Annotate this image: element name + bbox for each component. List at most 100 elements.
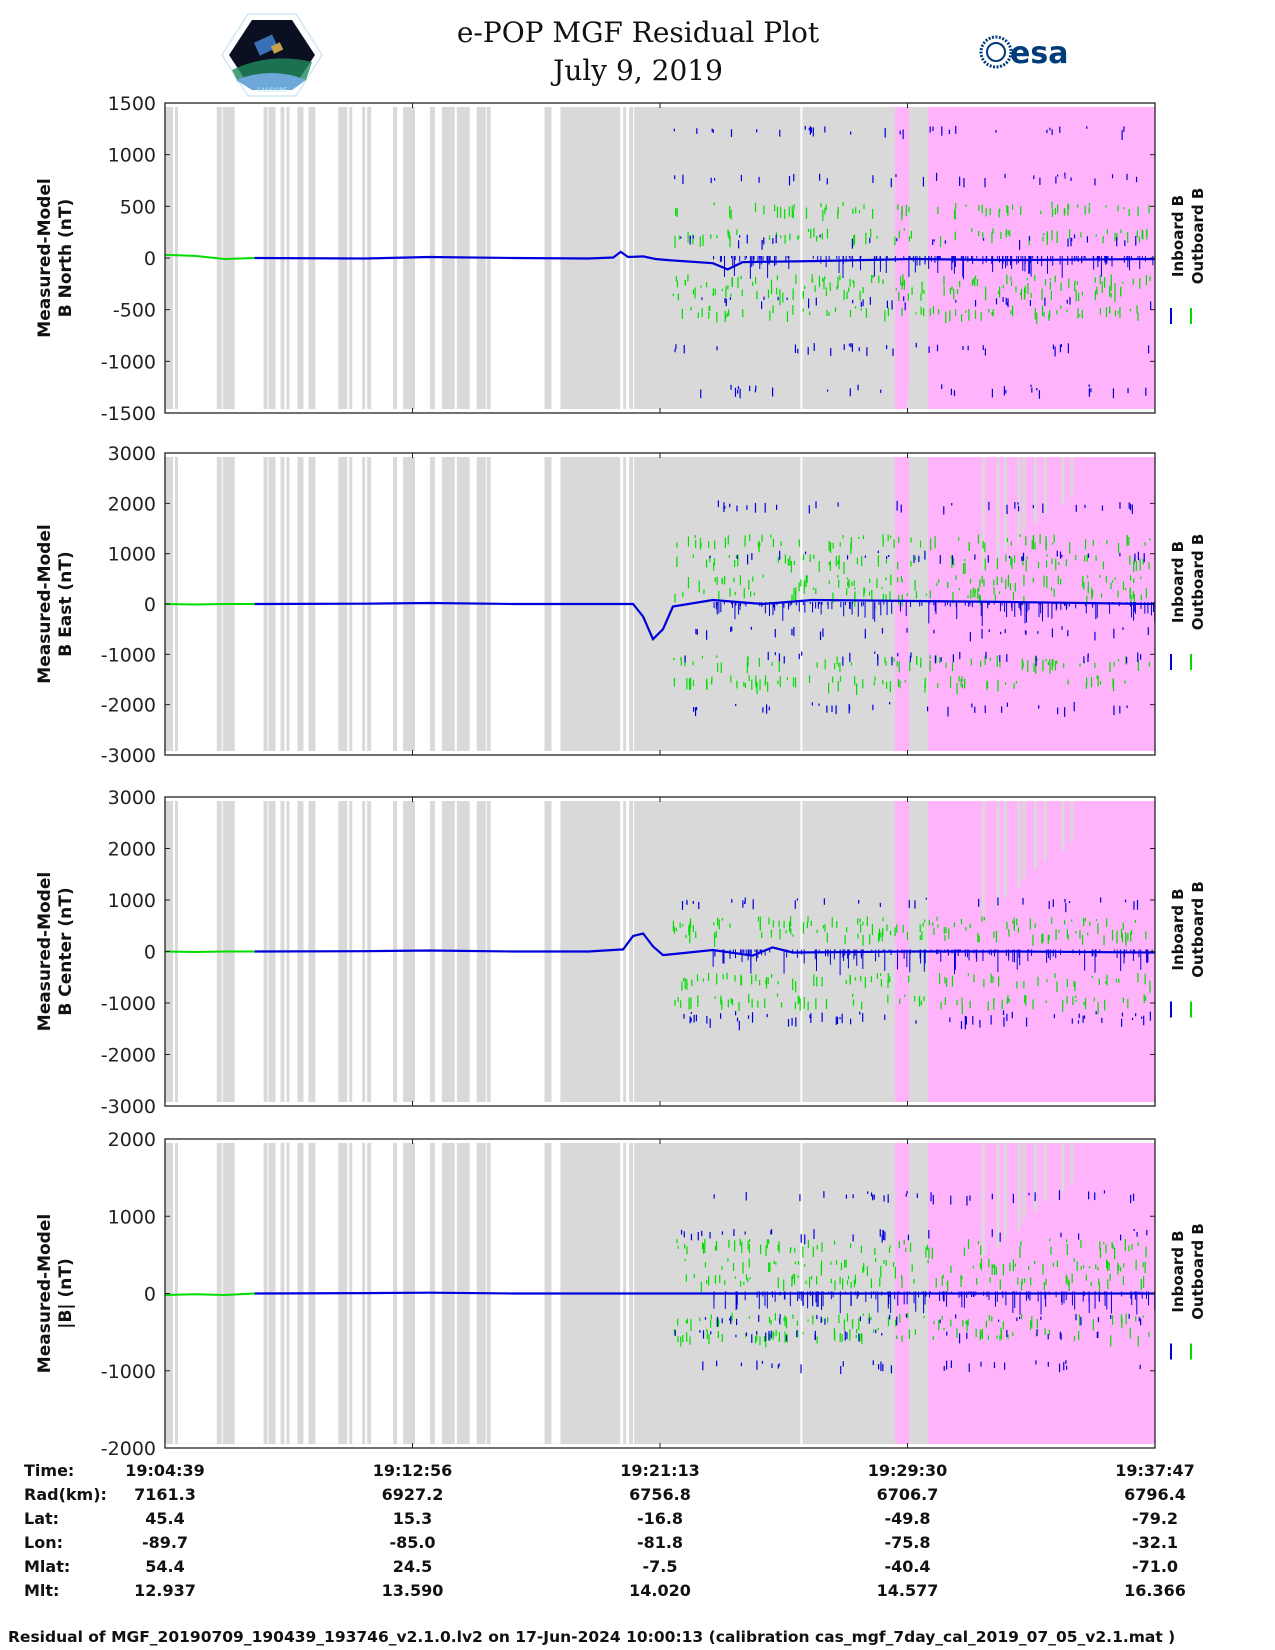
legend-label-inboard: Inboard B — [1169, 1230, 1187, 1312]
legend-label-inboard: Inboard B — [1169, 888, 1187, 970]
x-tick-label-time: 19:12:56 — [373, 1461, 453, 1480]
y-tick-label: 1000 — [108, 1206, 156, 1228]
chart-subtitle-date: July 9, 2019 — [550, 54, 723, 87]
x-tick-label-time: 19:29:30 — [868, 1461, 948, 1480]
outboard-trace — [165, 1292, 255, 1297]
data-gap-band — [981, 1143, 985, 1261]
data-gap-band — [1070, 457, 1074, 500]
data-gap-band — [981, 457, 985, 572]
ephemeris-value: 54.4 — [145, 1557, 184, 1576]
ephemeris-row-label: Lon: — [24, 1533, 63, 1552]
inboard-trace — [254, 932, 1155, 957]
y-tick-label: 0 — [144, 594, 156, 616]
y-tick-label: -1000 — [101, 351, 156, 373]
panel-3: 3000 2000 1000 0 -1000 -2000 -3000 Measured-Mod… — [35, 787, 1207, 1118]
legend: Inboard B Outboard B — [1169, 1223, 1207, 1360]
y-tick-label: 2000 — [108, 1129, 156, 1151]
data-gap-band — [1033, 457, 1037, 527]
data-gap-band — [629, 801, 634, 1102]
data-gap-band — [1017, 1143, 1021, 1233]
ephemeris-value: 13.590 — [382, 1581, 444, 1600]
data-gap-band — [629, 107, 634, 409]
data-gap-band — [1043, 801, 1047, 863]
legend: Inboard B Outboard B — [1169, 881, 1207, 1018]
y-axis-label: B Center (nT) — [56, 887, 76, 1015]
data-gap-band — [1061, 1143, 1065, 1196]
data-gap-band — [802, 107, 896, 409]
ephemeris-value: -85.0 — [389, 1533, 435, 1552]
outboard-trace — [165, 603, 255, 606]
legend: Inboard B Outboard B — [1169, 188, 1207, 324]
ephemeris-value: 6756.8 — [629, 1485, 691, 1504]
legend: Inboard B Outboard B — [1169, 534, 1207, 670]
legend-label-outboard: Outboard B — [1189, 188, 1207, 285]
ephemeris-value: 15.3 — [393, 1509, 432, 1528]
data-gap-band — [996, 457, 1000, 563]
inboard-trace — [254, 598, 1155, 642]
legend-label-inboard: Inboard B — [1169, 195, 1187, 277]
y-tick-label: 0 — [144, 942, 156, 964]
data-gap-band — [174, 107, 178, 409]
plot-area — [165, 1143, 1155, 1444]
x-tick-label-time: 19:21:13 — [620, 1461, 700, 1480]
data-gap-band — [1033, 1143, 1037, 1215]
ephemeris-value: 14.020 — [629, 1581, 691, 1600]
ephemeris-value: 16.366 — [1124, 1581, 1186, 1600]
y-axis-label: B North (nT) — [56, 199, 76, 318]
data-gap-band — [623, 801, 627, 1102]
ephemeris-value: 12.937 — [134, 1581, 196, 1600]
panel-2: 3000 2000 1000 0 -1000 -2000 -3000 Measured-Mod… — [35, 443, 1207, 767]
data-gap-band — [981, 801, 985, 919]
eclipse-band — [895, 107, 909, 409]
y-tick-label: -2000 — [101, 1438, 156, 1460]
cassiope-logo: CASSIOPE — [221, 13, 323, 97]
ephemeris-value: -40.4 — [884, 1557, 930, 1576]
data-gap-band — [1043, 1143, 1047, 1205]
ephemeris-value: -7.5 — [643, 1557, 678, 1576]
outboard-trace — [165, 950, 255, 954]
data-gap-band — [1022, 457, 1026, 536]
ephemeris-value: 6796.4 — [1124, 1485, 1186, 1504]
y-tick-label: -2000 — [101, 695, 156, 717]
plot-area — [165, 801, 1155, 1102]
footer-caption: Residual of MGF_20190709_190439_193746_v… — [8, 1628, 1175, 1646]
y-tick-label: 500 — [120, 196, 156, 218]
legend-label-outboard: Outboard B — [1189, 881, 1207, 978]
ephemeris-value: 14.577 — [877, 1581, 939, 1600]
ephemeris-row-label: Lat: — [24, 1509, 59, 1528]
data-gap-band — [1022, 801, 1026, 882]
data-gap-band — [1022, 1143, 1026, 1224]
data-gap-band — [1017, 457, 1021, 545]
ephemeris-value: 45.4 — [145, 1509, 184, 1528]
ephemeris-row-label: Mlat: — [24, 1557, 70, 1576]
y-axis-label: |B| (nT) — [56, 1258, 76, 1329]
y-axis-label: Measured-Model — [35, 872, 55, 1031]
ephemeris-value: -16.8 — [637, 1509, 683, 1528]
y-tick-label: 1000 — [108, 145, 156, 167]
data-gap-band — [1043, 457, 1047, 518]
x-tick-label-time: 19:04:39 — [125, 1461, 205, 1480]
y-axis-label: Measured-Model — [35, 1214, 55, 1373]
y-tick-label: -2000 — [101, 1045, 156, 1067]
scatter-marks — [673, 500, 1155, 717]
y-tick-label: -3000 — [101, 745, 156, 767]
data-gap-band — [216, 1143, 222, 1444]
y-axis-label: B East (nT) — [56, 551, 76, 656]
panel-1: 1500 1000 500 0 -500 -1000 -1500 Measured-Model… — [35, 93, 1207, 425]
plot-area — [165, 457, 1155, 751]
y-tick-label: 0 — [144, 248, 156, 270]
ephemeris-value: -32.1 — [1132, 1533, 1178, 1552]
ephemeris-value: -75.8 — [884, 1533, 930, 1552]
y-tick-label: 2000 — [108, 493, 156, 515]
outboard-trace — [165, 253, 255, 261]
ephemeris-row-label: Rad(km): — [24, 1485, 107, 1504]
data-gap-band — [1070, 1143, 1074, 1187]
y-tick-label: 0 — [144, 1284, 156, 1306]
cassiope-logo-text: CASSIOPE — [257, 87, 287, 94]
ephemeris-value: -89.7 — [142, 1533, 188, 1552]
ephemeris-value: 6927.2 — [382, 1485, 444, 1504]
esa-logo: esa — [979, 35, 1068, 71]
data-gap-band — [996, 1143, 1000, 1252]
ephemeris-value: 6706.7 — [877, 1485, 939, 1504]
y-tick-label: -1500 — [101, 403, 156, 425]
